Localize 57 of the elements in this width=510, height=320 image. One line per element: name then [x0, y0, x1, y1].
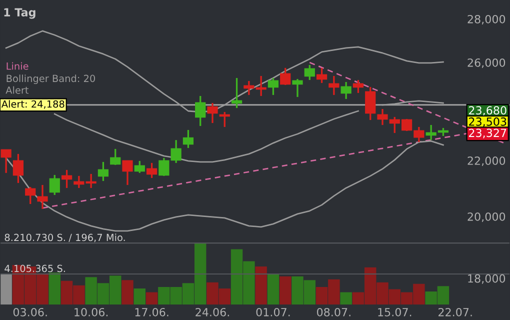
- candlestick: [182, 129, 194, 149]
- candlestick: [292, 78, 303, 98]
- x-tick-label: 24.06.: [196, 308, 229, 316]
- candlestick: [244, 80, 254, 96]
- x-tick-label: 10.06.: [74, 308, 108, 316]
- x-tick-label: 01.07.: [256, 308, 290, 316]
- y-tick-label: 18,000: [468, 274, 506, 284]
- y-tick-label: 28,000: [468, 14, 506, 24]
- candlestick: [268, 77, 279, 96]
- candlestick: [316, 67, 328, 84]
- candlestick: [110, 148, 121, 166]
- candlestick: [207, 102, 218, 124]
- candlestick: [98, 161, 109, 182]
- y2-tick-label: 8.210.730 S.: [4, 234, 65, 242]
- annotation: 23,680: [468, 106, 506, 116]
- text: Linie: [6, 62, 28, 70]
- ref-line-label: Alert: 24,188: [1, 100, 64, 109]
- candlestick: [12, 153, 24, 184]
- x-tick-label: 17.06.: [135, 308, 168, 316]
- candlestick: [231, 77, 242, 109]
- candlestick: [158, 157, 170, 177]
- annotation: Alert: [6, 86, 29, 94]
- candlestick: [352, 79, 364, 94]
- candlestick: [426, 124, 436, 141]
- x-tick-label: 08.07.: [316, 308, 350, 316]
- candlestick: [170, 139, 182, 164]
- y-tick-label: 20,000: [468, 212, 506, 222]
- text: Bollinger Band: 20: [6, 74, 96, 84]
- candlestick: [195, 95, 206, 127]
- annotation: 23,327: [468, 128, 506, 138]
- x-tick-label: 22.07.: [438, 308, 472, 316]
- candlestick: [328, 75, 340, 96]
- text: 1 Tag: [4, 8, 36, 19]
- annotation: / 196,7 Mio.: [68, 234, 125, 242]
- candlestick: [37, 184, 48, 210]
- candlestick: [25, 186, 36, 205]
- candlestick: [134, 160, 145, 174]
- candlestick: [61, 169, 72, 189]
- y-tick-label: 22,000: [468, 156, 506, 166]
- candlestick: [122, 160, 133, 186]
- candlestick: [414, 126, 424, 143]
- candlestick: [0, 149, 12, 174]
- candlestick: [146, 162, 158, 179]
- candlestick: [304, 64, 315, 81]
- candlestick: [74, 175, 84, 189]
- candlestick: [280, 67, 291, 86]
- x-tick-label: 15.07.: [378, 308, 412, 316]
- y-tick-label: 26,000: [468, 58, 506, 68]
- candlestick: [365, 86, 376, 121]
- annotation: 23,503: [468, 117, 506, 127]
- candlestick: [377, 108, 388, 126]
- candlestick: [49, 174, 60, 196]
- candlestick: [219, 111, 230, 128]
- candlestick: [340, 81, 352, 100]
- y2-tick-label: 4.105.365 S.: [4, 264, 65, 272]
- candlestick: [86, 173, 96, 189]
- x-tick-label: 03.06.: [13, 308, 47, 316]
